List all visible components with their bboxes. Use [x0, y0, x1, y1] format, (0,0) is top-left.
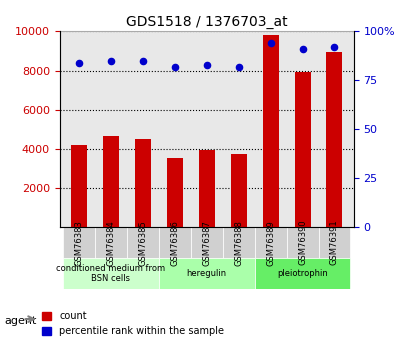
Point	[107, 58, 114, 63]
Text: agent: agent	[4, 316, 36, 326]
Title: GDS1518 / 1376703_at: GDS1518 / 1376703_at	[126, 15, 287, 29]
Bar	[166, 158, 182, 227]
FancyBboxPatch shape	[126, 227, 158, 258]
FancyBboxPatch shape	[190, 227, 222, 258]
Point	[267, 40, 273, 46]
FancyBboxPatch shape	[63, 258, 158, 289]
Text: GSM76387: GSM76387	[202, 220, 211, 266]
FancyBboxPatch shape	[222, 227, 254, 258]
FancyBboxPatch shape	[286, 227, 318, 258]
Text: GSM76386: GSM76386	[170, 220, 179, 266]
FancyBboxPatch shape	[318, 227, 350, 258]
Text: conditioned medium from
BSN cells: conditioned medium from BSN cells	[56, 264, 165, 283]
Point	[299, 46, 305, 52]
FancyBboxPatch shape	[158, 227, 190, 258]
Point	[75, 60, 82, 66]
Text: GSM76385: GSM76385	[138, 220, 147, 266]
Bar	[71, 145, 87, 227]
FancyBboxPatch shape	[63, 227, 94, 258]
FancyBboxPatch shape	[94, 227, 126, 258]
FancyBboxPatch shape	[254, 258, 350, 289]
Bar	[198, 150, 214, 227]
Text: heregulin: heregulin	[186, 269, 226, 278]
Text: GSM76389: GSM76389	[265, 220, 274, 266]
Bar	[326, 52, 342, 227]
Text: GSM76384: GSM76384	[106, 220, 115, 266]
FancyBboxPatch shape	[254, 227, 286, 258]
Bar	[230, 154, 246, 227]
Text: GSM76390: GSM76390	[297, 220, 306, 266]
Point	[203, 62, 209, 68]
Point	[330, 44, 337, 50]
Text: GSM76391: GSM76391	[329, 220, 338, 266]
Point	[139, 58, 146, 63]
Text: GSM76383: GSM76383	[74, 220, 83, 266]
Bar	[294, 71, 310, 227]
Point	[235, 64, 241, 69]
Text: GSM76388: GSM76388	[234, 220, 243, 266]
Legend: count, percentile rank within the sample: count, percentile rank within the sample	[38, 307, 227, 340]
Point	[171, 64, 178, 69]
Bar	[135, 139, 151, 227]
Text: pleiotrophin: pleiotrophin	[276, 269, 327, 278]
Bar	[262, 35, 278, 227]
Bar	[103, 136, 119, 227]
FancyBboxPatch shape	[158, 258, 254, 289]
